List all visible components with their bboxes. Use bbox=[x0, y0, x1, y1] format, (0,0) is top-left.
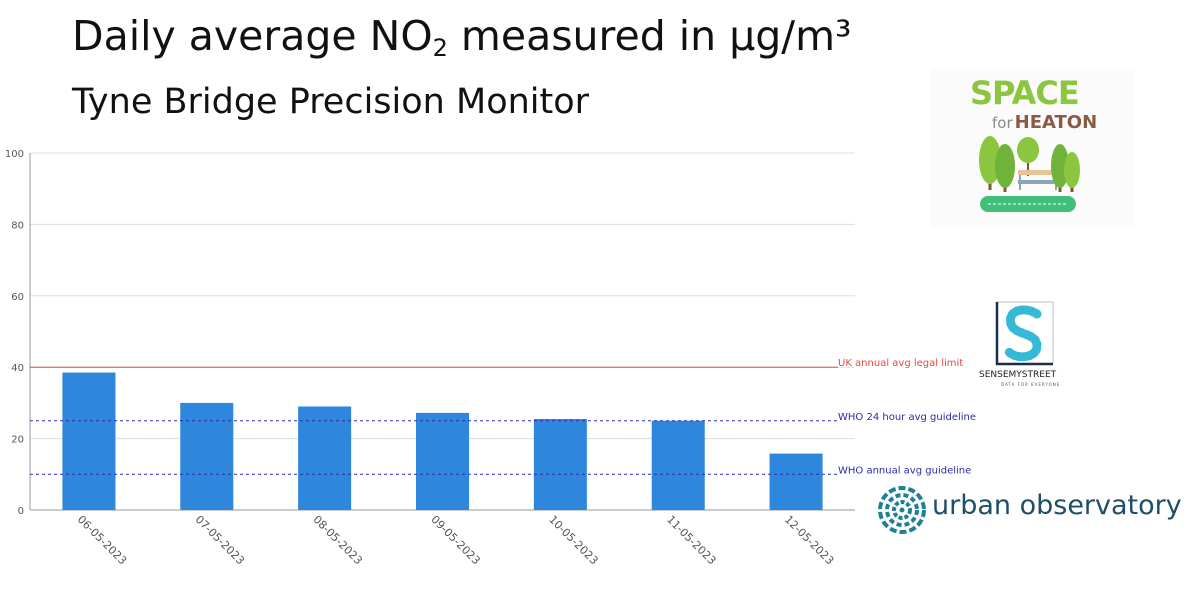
title-subscript: 2 bbox=[432, 34, 448, 62]
uo-logo-name: urban observatory bbox=[932, 490, 1182, 521]
x-tick-label: 11-05-2023 bbox=[664, 513, 718, 567]
bar bbox=[415, 412, 470, 510]
space-for-heaton-logo: SPACE for HEATON bbox=[930, 68, 1135, 228]
y-tick-label: 40 bbox=[11, 363, 24, 374]
reference-line-label: UK annual avg legal limit bbox=[838, 358, 963, 369]
urban-observatory-logo: urban observatory bbox=[876, 484, 1182, 536]
bar bbox=[180, 402, 234, 510]
y-tick-label: 60 bbox=[11, 292, 24, 303]
y-tick-label: 20 bbox=[11, 435, 24, 446]
y-tick-label: 80 bbox=[11, 220, 24, 231]
bar bbox=[298, 406, 352, 510]
space-logo-heaton: for HEATON bbox=[992, 112, 1098, 133]
y-tick-label: 100 bbox=[5, 149, 24, 160]
sense-logo-name: SENSEMYSTREET bbox=[979, 370, 1057, 380]
reference-line-label: WHO annual avg guideline bbox=[838, 465, 971, 476]
y-tick-label: 0 bbox=[18, 506, 24, 517]
chart-title: Daily average NO2 measured in µg/m³ bbox=[72, 12, 852, 62]
x-tick-label: 10-05-2023 bbox=[546, 513, 600, 567]
bar bbox=[651, 420, 705, 510]
bar bbox=[533, 418, 587, 510]
sense-s-icon bbox=[995, 301, 1054, 366]
sense-logo-tagline: DATA FOR EVERYONE bbox=[1001, 382, 1061, 387]
space-logo-word: SPACE bbox=[970, 74, 1080, 112]
x-tick-label: 08-05-2023 bbox=[311, 513, 365, 567]
sense-my-street-logo: SENSEMYSTREET DATA FOR EVERYONE bbox=[975, 300, 1075, 392]
bar bbox=[62, 372, 116, 510]
x-tick-label: 06-05-2023 bbox=[75, 513, 129, 567]
x-tick-label: 09-05-2023 bbox=[428, 513, 482, 567]
bar bbox=[769, 453, 823, 510]
chart-subtitle: Tyne Bridge Precision Monitor bbox=[72, 82, 590, 122]
x-tick-label: 12-05-2023 bbox=[782, 513, 836, 567]
reference-line-label: WHO 24 hour avg guideline bbox=[838, 412, 976, 423]
park-trees-icon bbox=[979, 136, 1080, 212]
observatory-rings-icon bbox=[878, 486, 926, 534]
x-tick-label: 07-05-2023 bbox=[193, 513, 247, 567]
